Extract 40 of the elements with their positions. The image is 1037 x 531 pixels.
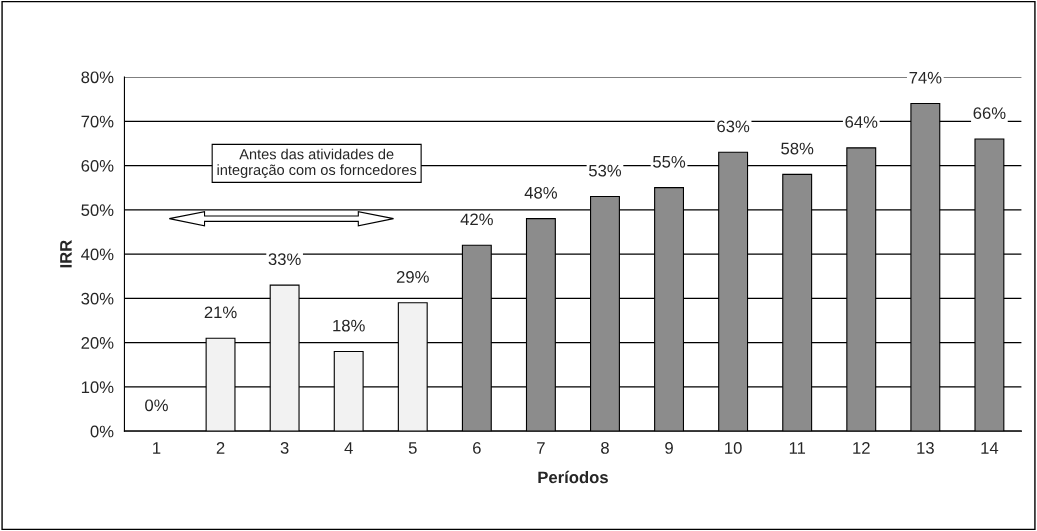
x-tick-label: 3 xyxy=(280,442,289,454)
data-label: 29% xyxy=(396,271,429,283)
data-label: 64% xyxy=(845,116,878,128)
data-label: 74% xyxy=(909,71,942,84)
y-tick-label: 10% xyxy=(81,381,114,394)
y-tick-label: 30% xyxy=(81,292,114,305)
x-tick-label: 6 xyxy=(473,442,481,454)
data-label: 55% xyxy=(653,155,686,168)
x-tick-label: 12 xyxy=(853,442,870,454)
x-tick-label: 13 xyxy=(917,442,934,454)
x-tick-label: 9 xyxy=(665,442,673,454)
data-label: 63% xyxy=(717,120,750,133)
data-label: 58% xyxy=(781,142,814,155)
y-axis-title: IRR xyxy=(60,240,72,268)
data-label: 18% xyxy=(333,319,365,332)
data-label: 53% xyxy=(588,164,622,177)
data-label: 33% xyxy=(268,253,301,266)
y-tick-label: 60% xyxy=(81,159,114,172)
x-tick-label: 8 xyxy=(601,442,609,454)
data-label: 66% xyxy=(973,107,1006,120)
x-tick-label: 11 xyxy=(789,442,806,454)
data-label: 48% xyxy=(524,186,557,199)
x-tick-label: 7 xyxy=(537,442,545,454)
data-label: 42% xyxy=(460,213,493,226)
annotation: Antes das atividades de integração com os forncedores xyxy=(217,148,417,179)
y-tick-label: 50% xyxy=(81,204,114,217)
y-tick-label: 0% xyxy=(90,425,114,438)
x-tick-label: 10 xyxy=(725,442,742,454)
y-tick-label: 80% xyxy=(81,71,114,84)
x-tick-label: 1 xyxy=(153,442,161,454)
x-tick-label: 4 xyxy=(344,442,353,454)
x-axis-title: Períodos xyxy=(538,470,608,484)
x-tick-label: 14 xyxy=(981,442,999,454)
x-tick-label: 2 xyxy=(216,442,225,454)
data-label: 0% xyxy=(145,399,168,412)
y-tick-label: 40% xyxy=(81,248,114,261)
x-tick-label: 5 xyxy=(408,442,417,454)
y-tick-label: 70% xyxy=(81,115,114,128)
y-tick-label: 20% xyxy=(81,337,114,349)
data-label: 21% xyxy=(204,306,237,319)
